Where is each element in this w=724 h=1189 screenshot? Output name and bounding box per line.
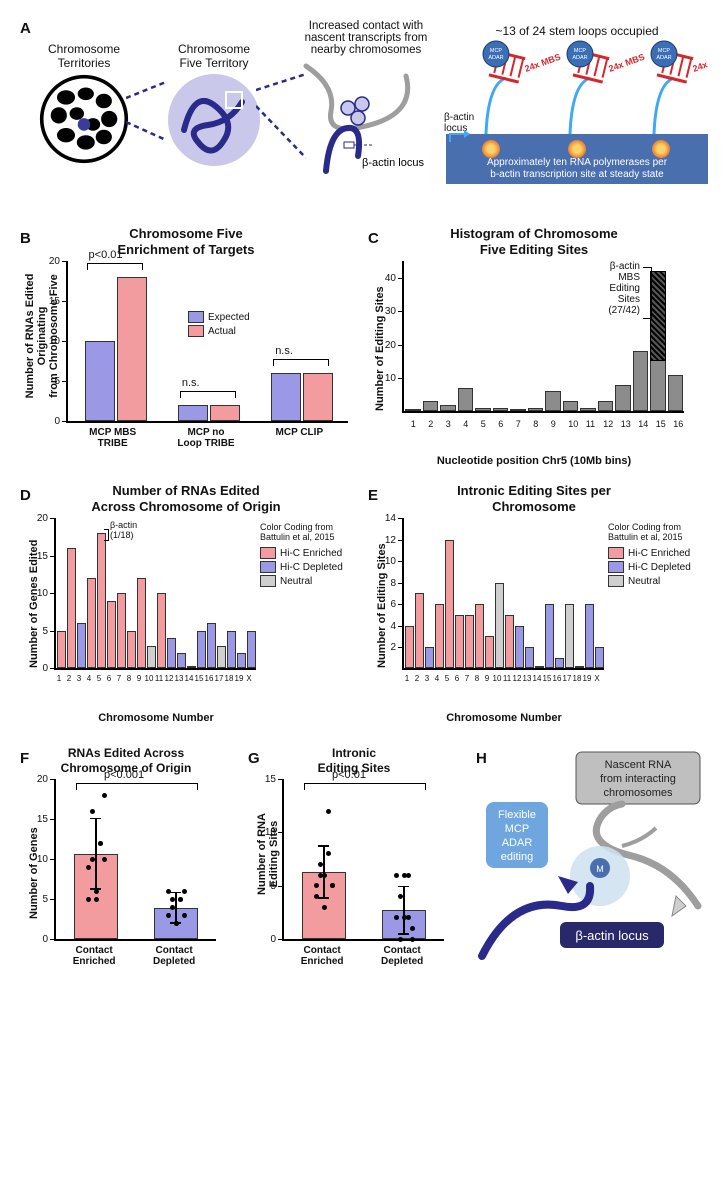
panel-d-chart: 05101520β-actin (1/18) (54, 518, 256, 670)
territories-label: Chromosome Territories (24, 42, 144, 70)
svg-text:24x MBS: 24x MBS (523, 52, 562, 74)
panel-e-legend: Color Coding from Battulin et al, 2015Hi… (608, 522, 704, 587)
svg-text:24x MBS: 24x MBS (607, 52, 646, 74)
svg-text:from interacting: from interacting (600, 773, 676, 785)
stemloops-label: ~13 of 24 stem loops occupied (446, 24, 708, 38)
svg-text:chromosomes: chromosomes (603, 787, 673, 799)
svg-text:Flexible: Flexible (498, 809, 536, 821)
contact-label: Increased contact with nascent transcrip… (291, 20, 441, 56)
chr5-label: Chromosome Five Territory (154, 42, 274, 70)
panel-b-chart: 05101520p<0.01n.s.n.s.ExpectedActual (66, 261, 348, 423)
band-caption: Approximately ten RNA polymerases per b-… (446, 157, 708, 180)
svg-text:MCP: MCP (574, 48, 587, 54)
panel-e: E Intronic Editing Sites per Chromosome … (364, 483, 704, 724)
svg-text:editing: editing (501, 851, 533, 863)
panel-g-label: G (248, 750, 260, 767)
panel-b: B Chromosome Five Enrichment of Targets … (16, 226, 356, 467)
panel-h: H Nascent RNA from interacting chromosom… (472, 746, 704, 969)
panel-d-label: D (20, 487, 31, 504)
panel-c-xlabel: Nucleotide position Chr5 (10Mb bins) (364, 455, 704, 467)
panel-d: D Number of RNAs Edited Across Chromosom… (16, 483, 356, 724)
svg-text:MCP: MCP (505, 823, 529, 835)
panel-b-label: B (20, 230, 31, 247)
panel-b-title: Chromosome Five Enrichment of Targets (16, 226, 356, 257)
panel-g-chart: 051015p<0.01 (282, 779, 444, 941)
panel-d-xlabel: Chromosome Number (0, 712, 356, 724)
svg-text:ADAR: ADAR (502, 837, 533, 849)
svg-text:Nascent RNA: Nascent RNA (605, 759, 672, 771)
panel-c: C Histogram of Chromosome Five Editing S… (364, 226, 704, 467)
panel-a-label: A (20, 20, 31, 37)
panel-h-label: H (476, 750, 487, 767)
panel-c-chart: 10203040β-actin MBS Editing Sites (27/42… (402, 261, 684, 413)
svg-text:ADAR: ADAR (572, 55, 587, 61)
panel-d-title: Number of RNAs Edited Across Chromosome … (16, 483, 356, 514)
panel-e-chart: 2468101214 (402, 518, 604, 670)
panel-f-label: F (20, 750, 29, 767)
panel-e-title: Intronic Editing Sites per Chromosome (364, 483, 704, 514)
svg-text:MCP: MCP (658, 48, 671, 54)
svg-text:M: M (596, 864, 604, 874)
panel-e-xlabel: Chromosome Number (304, 712, 704, 724)
panel-a: A Chromosome Territories Chromosome Five… (16, 16, 708, 216)
panel-g-ylabel: Number of RNA Editing Sites (256, 779, 280, 929)
panel-e-label: E (368, 487, 378, 504)
svg-text:MCP: MCP (490, 48, 503, 54)
panel-f-chart: 05101520p<0.001 (54, 779, 216, 941)
svg-text:β-actin locus: β-actin locus (575, 928, 649, 943)
panel-g: G Intronic Editing Sites Number of RNA E… (244, 746, 464, 969)
svg-text:ADAR: ADAR (656, 55, 671, 61)
panel-c-label: C (368, 230, 379, 247)
panel-f: F RNAs Edited Across Chromosome of Origi… (16, 746, 236, 969)
panel-f-ylabel: Number of Genes (28, 827, 40, 919)
panel-c-title: Histogram of Chromosome Five Editing Sit… (364, 226, 704, 257)
svg-text:24x MBS: 24x MBS (691, 52, 708, 74)
panel-d-legend: Color Coding from Battulin et al, 2015Hi… (260, 522, 356, 587)
svg-text:β-actin locus: β-actin locus (362, 157, 424, 169)
svg-text:ADAR: ADAR (488, 55, 503, 61)
